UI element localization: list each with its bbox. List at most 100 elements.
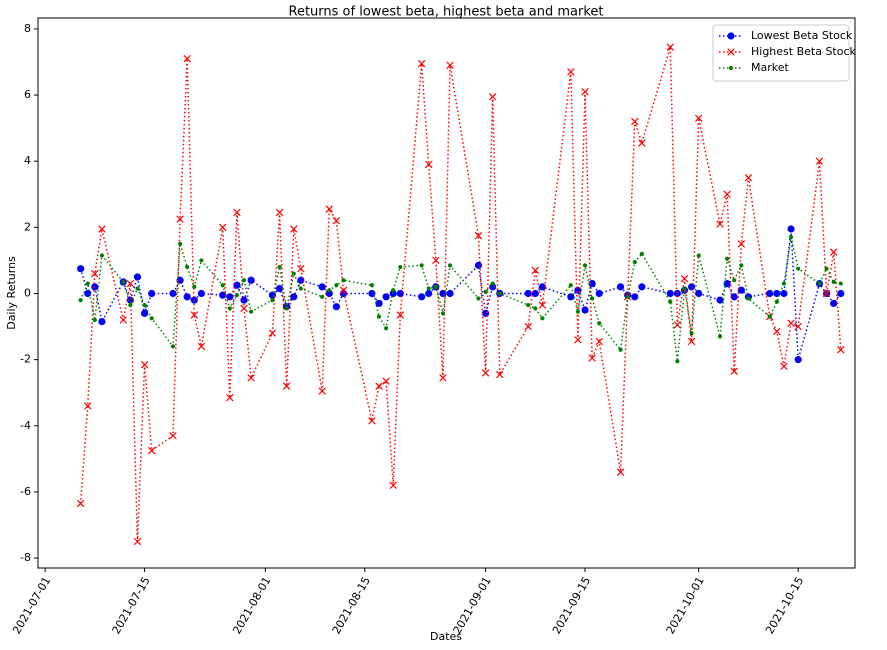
data-point [418,293,426,301]
data-point [369,283,375,288]
data-point [218,223,227,232]
data-point [247,374,255,382]
x-tick-label: 2021-07-01 [10,575,53,637]
data-point [773,327,781,336]
data-point [247,276,255,284]
data-point [774,299,779,304]
data-point [368,417,376,425]
data-point [597,321,602,326]
data-point [817,281,822,286]
data-point [590,296,595,301]
data-point [91,269,99,278]
data-point [84,289,92,298]
data-point [716,220,724,228]
series-line [79,228,842,360]
data-point [126,279,135,288]
data-point [588,354,596,362]
data-point [725,256,730,261]
data-point [533,306,538,311]
x-tick-label: 2021-09-01 [451,575,494,637]
data-point [488,92,497,101]
data-point [384,326,389,331]
data-point [85,281,90,286]
data-point [668,299,673,304]
data-point [183,293,191,301]
data-point [822,289,831,298]
x-tick-label: 2021-07-15 [110,575,153,637]
data-point [830,299,838,308]
legend-label: Lowest Beta Stock [751,29,853,42]
data-point [297,276,305,284]
data-point [389,481,397,490]
data-point [398,264,403,270]
data-point [391,288,396,293]
data-point [780,289,788,298]
y-tick-label: 4 [24,154,31,167]
data-point [815,157,824,165]
data-point [567,293,575,301]
data-point [78,298,83,303]
data-point [425,289,433,298]
x-tick-label: 2021-08-15 [330,575,373,637]
series-line [79,46,842,542]
data-point [382,377,390,385]
data-point [128,302,133,308]
data-point [298,286,303,291]
data-point [746,296,751,301]
data-point [489,283,497,291]
y-tick-label: 8 [24,22,31,35]
data-point [616,283,625,291]
data-point [638,283,646,291]
data-point [568,283,573,288]
x-tick-label: 2021-10-01 [664,575,707,637]
data-point [192,284,197,289]
data-point [497,291,502,296]
data-point [327,288,332,293]
data-point [375,382,383,390]
x-tick-label: 2021-08-01 [230,575,273,637]
y-tick-label: -2 [20,353,31,366]
data-point [483,289,488,294]
data-point [275,284,284,293]
data-point [297,264,305,273]
data-point [631,117,639,126]
data-point [838,281,843,286]
data-point [631,293,639,301]
data-point [426,286,431,291]
legend-label: Highest Beta Stock [751,45,857,58]
data-point [339,286,348,294]
data-point [666,43,675,51]
data-point [439,374,447,382]
data-point [318,387,326,395]
data-point [490,281,495,286]
data-point [199,258,204,263]
data-point [169,289,177,298]
data-point [767,314,772,319]
data-point [268,291,277,299]
data-point [682,286,687,291]
data-point [581,88,589,96]
data-point [177,241,183,246]
data-point [226,293,234,301]
data-point [119,316,127,324]
data-point [169,431,177,440]
data-point [531,266,540,275]
data-point [496,370,504,379]
data-point [84,402,92,410]
data-point [320,294,325,299]
data-point [474,261,483,269]
data-point [531,289,539,298]
data-point [824,266,829,271]
data-point [574,286,582,294]
data-point [788,235,794,240]
data-point [290,293,298,301]
data-point [332,303,340,311]
data-point [268,329,277,337]
data-point [277,264,282,270]
data-point [787,225,795,233]
data-point [142,302,147,308]
data-point [639,251,644,256]
data-point [220,283,225,288]
series [76,43,845,546]
data-point [284,306,289,311]
